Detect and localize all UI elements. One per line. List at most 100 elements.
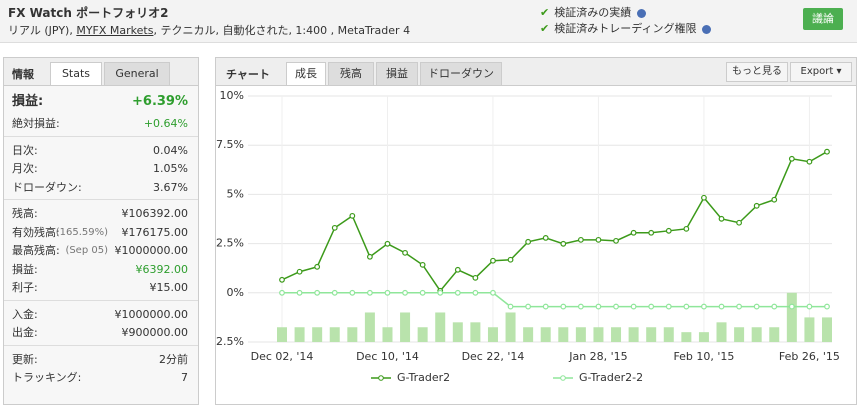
button[interactable]: もっと見る: [726, 62, 788, 82]
stat-value: ¥900000.00: [121, 326, 188, 339]
point: [806, 158, 813, 165]
stat-value: ¥1000000.00: [114, 244, 188, 257]
stat-label: 利子:: [12, 281, 38, 294]
bar: [769, 327, 780, 342]
point: [314, 263, 321, 270]
bar: [505, 312, 516, 342]
point: [753, 202, 760, 209]
point: [577, 303, 584, 310]
point: [472, 274, 479, 281]
badge-text: 検証済みトレーディング権限: [554, 22, 697, 35]
bar: [347, 327, 358, 342]
panel-label: 情報: [12, 68, 34, 81]
stat-label: トラッキング:: [12, 371, 82, 384]
stat-value: +0.64%: [143, 117, 188, 130]
bar: [400, 312, 411, 342]
stat-value: 1.05%: [153, 162, 188, 175]
bar: [698, 332, 709, 342]
point: [736, 303, 742, 310]
point: [349, 212, 356, 219]
point: [384, 289, 391, 296]
stat-row: 残高: ¥106392.00: [12, 205, 188, 223]
point: [419, 289, 426, 296]
bar: [575, 327, 586, 342]
discuss-button[interactable]: 議論: [803, 8, 843, 30]
point: [806, 303, 813, 310]
point: [771, 303, 778, 310]
separator: [4, 199, 198, 200]
stat-row: 日次: 0.04%: [12, 142, 188, 160]
subtitle: リアル (JPY), MYFX Markets, テクニカル, 自動化された, …: [8, 22, 410, 38]
text: リアル (JPY),: [8, 24, 77, 37]
stat-value: 7: [181, 371, 188, 384]
point: [331, 289, 338, 296]
stat-label: ドローダウン:: [12, 180, 82, 194]
x-tick-label: Jan 28, '15: [568, 350, 627, 363]
point: [560, 303, 567, 310]
point: [419, 261, 426, 268]
stat-label: 出金:: [12, 326, 38, 339]
badge-text: 検証済みの実績: [554, 6, 632, 19]
bar: [646, 327, 657, 342]
x-tick-label: Dec 10, '14: [356, 350, 419, 363]
tab[interactable]: Stats: [50, 62, 102, 85]
point: [402, 289, 408, 296]
y-tick-label: 5%: [227, 187, 244, 200]
bar: [487, 327, 498, 342]
tab[interactable]: 残高: [328, 62, 374, 85]
bar: [628, 327, 639, 342]
tab[interactable]: General: [104, 62, 170, 85]
x-tick-label: Feb 10, '15: [673, 350, 734, 363]
point: [472, 289, 479, 296]
bar: [364, 312, 375, 342]
stat-row: トラッキング: 7: [12, 369, 188, 387]
point: [542, 303, 549, 310]
bar: [593, 327, 604, 342]
tab[interactable]: ドローダウン: [420, 62, 502, 85]
bar: [452, 322, 463, 342]
point: [296, 289, 303, 296]
point: [542, 234, 549, 241]
stat-row: 出金: ¥900000.00: [12, 324, 188, 342]
point: [296, 268, 303, 275]
stat-value: 3.67%: [153, 180, 188, 194]
bar: [804, 317, 815, 342]
tab[interactable]: 成長: [286, 62, 326, 85]
stat-row: 更新: 2分前: [12, 351, 188, 369]
y-tick-label: 2.5%: [216, 237, 244, 250]
stat-value: ¥15.00: [149, 281, 189, 294]
point: [279, 276, 285, 283]
separator: [4, 344, 198, 346]
stat-label: 入金:: [12, 307, 38, 321]
badge: ✔ 検証済みの実績: [540, 4, 647, 20]
bar: [312, 327, 323, 342]
point: [525, 303, 532, 310]
point: [367, 289, 373, 296]
tab-bar: 情報 Stats General: [4, 58, 198, 86]
button-text: Export: [800, 66, 834, 77]
badge: ✔ 検証済みトレーディング権限: [540, 20, 712, 36]
point: [454, 289, 461, 296]
link[interactable]: MYFX Markets: [76, 24, 154, 37]
button[interactable]: Export ▾: [790, 62, 852, 82]
point: [402, 249, 408, 256]
bar: [435, 312, 446, 342]
point: [753, 303, 760, 310]
stat-value: ¥6392.00: [135, 262, 189, 276]
point: [613, 237, 619, 244]
bar: [470, 322, 481, 342]
stat-row: 利子: ¥15.00: [12, 279, 188, 297]
stat-value: ¥176175.00: [121, 225, 188, 239]
stat-label: 残高:: [12, 207, 38, 220]
legend-label: G-Trader2: [397, 371, 450, 384]
point: [490, 289, 496, 296]
tab[interactable]: 損益: [376, 62, 418, 85]
point: [577, 236, 584, 243]
point: [525, 238, 532, 245]
series-line: [282, 292, 827, 308]
stat-label: 絶対損益:: [12, 117, 60, 130]
point: [788, 303, 795, 310]
point: [824, 148, 830, 155]
point: [665, 303, 672, 310]
